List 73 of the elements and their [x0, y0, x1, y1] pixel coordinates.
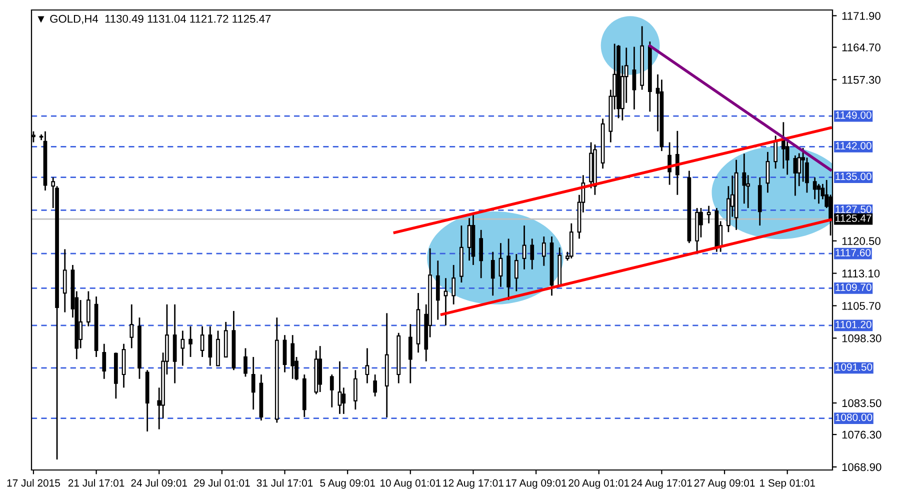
candlestick [408, 323, 412, 384]
candlestick [290, 334, 295, 380]
candlestick [699, 207, 703, 238]
candlestick [244, 348, 248, 378]
candlestick [766, 151, 770, 194]
candlestick [706, 205, 711, 224]
ref-line-label: 1109.70 [836, 284, 872, 291]
x-tick-label: 17 Aug 09:01 [506, 479, 566, 489]
y-tick-label: 1120.50 [842, 237, 880, 246]
x-tick-label: 24 Jul 09:01 [131, 479, 187, 487]
x-tick-label: 17 Jul 2015 [7, 479, 60, 487]
ref-line-label: 1127.50 [836, 206, 872, 214]
ref-line-label: 1101.20 [836, 320, 872, 328]
candlestick [251, 356, 256, 410]
y-tick-label: 1113.10 [842, 270, 880, 278]
candlestick [102, 343, 106, 380]
ref-line-label: 1142.00 [836, 142, 872, 150]
candlestick [342, 386, 346, 415]
candlestick [78, 299, 83, 349]
y-tick-label: 1171.90 [842, 12, 880, 20]
candlestick [188, 326, 192, 358]
candlestick [338, 360, 342, 415]
y-tick-label: 1105.70 [842, 302, 880, 310]
ref-line-label: 1117.60 [836, 249, 871, 256]
x-tick-label: 10 Aug 01:01 [380, 479, 441, 489]
x-tick-label: 27 Aug 09:01 [694, 479, 755, 489]
candlestick [742, 153, 746, 204]
x-tick-label: 20 Aug 01:01 [568, 479, 630, 489]
ref-line-label: 1080.00 [836, 414, 872, 422]
candlestick [86, 290, 90, 327]
ref-line-label: 1091.50 [836, 363, 872, 371]
candlestick [498, 242, 503, 288]
candlestick [632, 46, 636, 110]
candlestick [208, 326, 212, 366]
ref-line-label: 1135.00 [836, 172, 872, 180]
candlestick [793, 154, 798, 196]
candlestick [522, 224, 526, 270]
candlestick [200, 326, 204, 358]
candlestick [130, 304, 134, 349]
x-tick-label: 1 Sep 01:01 [760, 479, 815, 489]
x-tick-label: 21 Jul 17:01 [68, 479, 124, 487]
candlestick [467, 217, 472, 262]
candlestick [354, 369, 358, 410]
y-tick-label: 1076.30 [842, 430, 882, 439]
ref-line-label: 1149.00 [836, 111, 872, 119]
x-tick-label: 24 Aug 17:01 [632, 479, 692, 489]
x-tick-label: 12 Aug 17:01 [443, 479, 504, 489]
y-tick-label: 1157.30 [842, 76, 880, 84]
candlestick [180, 330, 185, 366]
candlestick [62, 248, 67, 313]
candlestick [675, 130, 680, 196]
chart-title: ▼ GOLD,H4 1130.49 1131.04 1121.72 1125.47 [38, 14, 271, 24]
candlestick [444, 277, 448, 326]
y-tick-label: 1164.70 [842, 44, 880, 52]
candlestick [373, 374, 377, 398]
candlestick [514, 253, 518, 292]
candlestick [365, 348, 370, 384]
candlestick [530, 238, 534, 270]
candlestick [812, 176, 817, 200]
candlestick [816, 183, 821, 204]
x-tick-label: 29 Jul 01:01 [194, 479, 250, 487]
y-tick-label: 1068.90 [842, 463, 882, 472]
candlestick [479, 229, 484, 279]
candlestick [490, 251, 495, 296]
y-tick-label: 1098.30 [842, 334, 882, 342]
candlestick [452, 264, 456, 306]
candlestick [774, 135, 778, 170]
x-tick-label: 31 Jul 17:01 [256, 479, 313, 487]
x-tick-label: 5 Aug 09:01 [320, 479, 375, 489]
candlestick [330, 374, 334, 408]
candlestick [542, 236, 546, 267]
y-tick-label: 1083.50 [842, 399, 882, 408]
ref-line-label: 1125.47 [836, 214, 872, 222]
